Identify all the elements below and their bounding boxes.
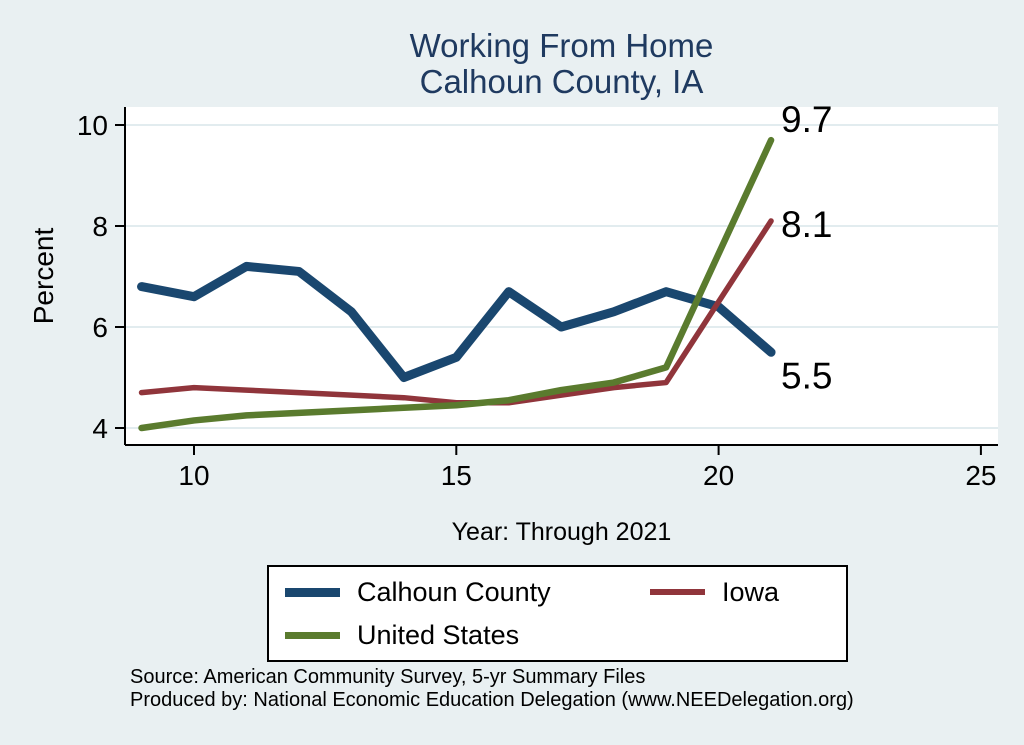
legend-item-iowa: Iowa	[650, 577, 846, 608]
end-label-united-states: 9.7	[781, 99, 832, 140]
legend-label-calhoun-county: Calhoun County	[357, 576, 551, 607]
legend-label-iowa: Iowa	[722, 576, 780, 607]
produced-by-line: Produced by: National Economic Education…	[130, 689, 854, 711]
chart-title-line2: Calhoun County, IA	[419, 63, 704, 100]
y-tick-label-4: 4	[92, 413, 108, 444]
y-tick-label-10: 10	[77, 110, 108, 141]
x-axis-title: Year: Through 2021	[451, 518, 672, 546]
source-note: Source: American Community Survey, 5-yr …	[130, 666, 854, 712]
chart-title: Working From Home Calhoun County, IA	[125, 28, 998, 100]
x-tick-label-25: 25	[965, 460, 996, 491]
series-line-calhoun-county	[137, 261, 776, 382]
legend-swatch-calhoun-county	[285, 587, 340, 597]
y-tick-label-6: 6	[92, 312, 108, 343]
chart-title-line1: Working From Home	[409, 27, 714, 64]
y-tick-label-8: 8	[92, 211, 108, 242]
end-label-calhoun-county: 5.5	[781, 355, 832, 396]
x-tick-label-20: 20	[703, 460, 734, 491]
legend-item-united-states: United States	[285, 620, 650, 651]
legend: Calhoun County Iowa United States	[267, 565, 848, 662]
end-label-iowa: 8.1	[781, 204, 832, 245]
x-tick-label-10: 10	[178, 460, 209, 491]
legend-swatch-united-states	[285, 631, 340, 639]
x-tick-label-15: 15	[441, 460, 472, 491]
legend-item-calhoun-county: Calhoun County	[285, 577, 650, 608]
source-line: Source: American Community Survey, 5-yr …	[130, 666, 646, 688]
series-line-united-states	[138, 136, 775, 432]
legend-swatch-iowa	[650, 589, 705, 595]
legend-label-united-states: United States	[357, 619, 520, 650]
